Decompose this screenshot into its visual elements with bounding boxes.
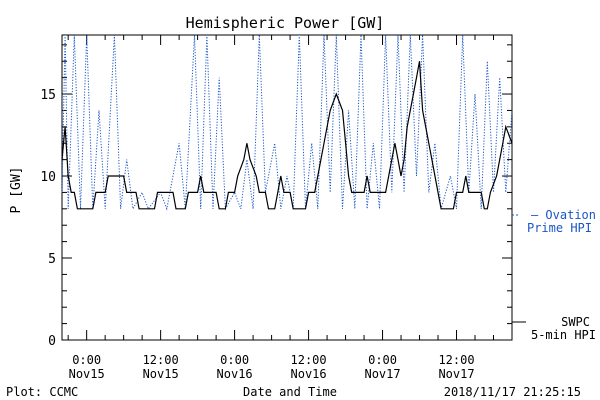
legend-ovation-line1: — Ovation [531, 208, 596, 222]
x-tick-label-time: 0:00 [72, 353, 101, 367]
series-ovation-prime-line [61, 34, 513, 211]
y-tick-label: 0 [48, 334, 56, 349]
y-axis-label: P [GW] [9, 167, 24, 214]
x-tick-label-time: 12:00 [143, 353, 179, 367]
series-swpc-line [61, 61, 513, 210]
footer-plot-credit: Plot: CCMC [6, 385, 78, 399]
legend-swpc-line1: SWPC [561, 315, 590, 329]
x-tick-label-time: 0:00 [220, 353, 249, 367]
plot-frame [61, 34, 513, 341]
y-axis-ticks: 0 5 10 15 [40, 44, 512, 349]
series-group [61, 34, 513, 211]
x-tick-label-date: Nov17 [364, 367, 400, 381]
x-axis-ticks: 0:00Nov1512:00Nov150:00Nov1612:00Nov160:… [67, 35, 513, 381]
y-tick-label: 5 [48, 252, 56, 267]
legend-swpc-line2: 5-min HPI [531, 328, 596, 342]
x-tick-label-time: 0:00 [368, 353, 397, 367]
x-axis-label: Date and Time [243, 385, 337, 399]
y-tick-label: 15 [40, 88, 56, 103]
x-tick-label-time: 12:00 [438, 353, 474, 367]
footer-timestamp: 2018/11/17 21:25:15 [444, 385, 581, 399]
x-tick-label-date: Nov16 [291, 367, 327, 381]
x-tick-label-time: 12:00 [291, 353, 327, 367]
x-tick-label-date: Nov15 [143, 367, 179, 381]
legend-ovation-line2: Prime HPI [527, 221, 592, 235]
x-tick-label-date: Nov15 [69, 367, 105, 381]
chart-title: Hemispheric Power [GW] [186, 14, 385, 32]
y-tick-label: 10 [40, 170, 56, 185]
x-tick-label-date: Nov17 [438, 367, 474, 381]
x-tick-label-date: Nov16 [217, 367, 253, 381]
